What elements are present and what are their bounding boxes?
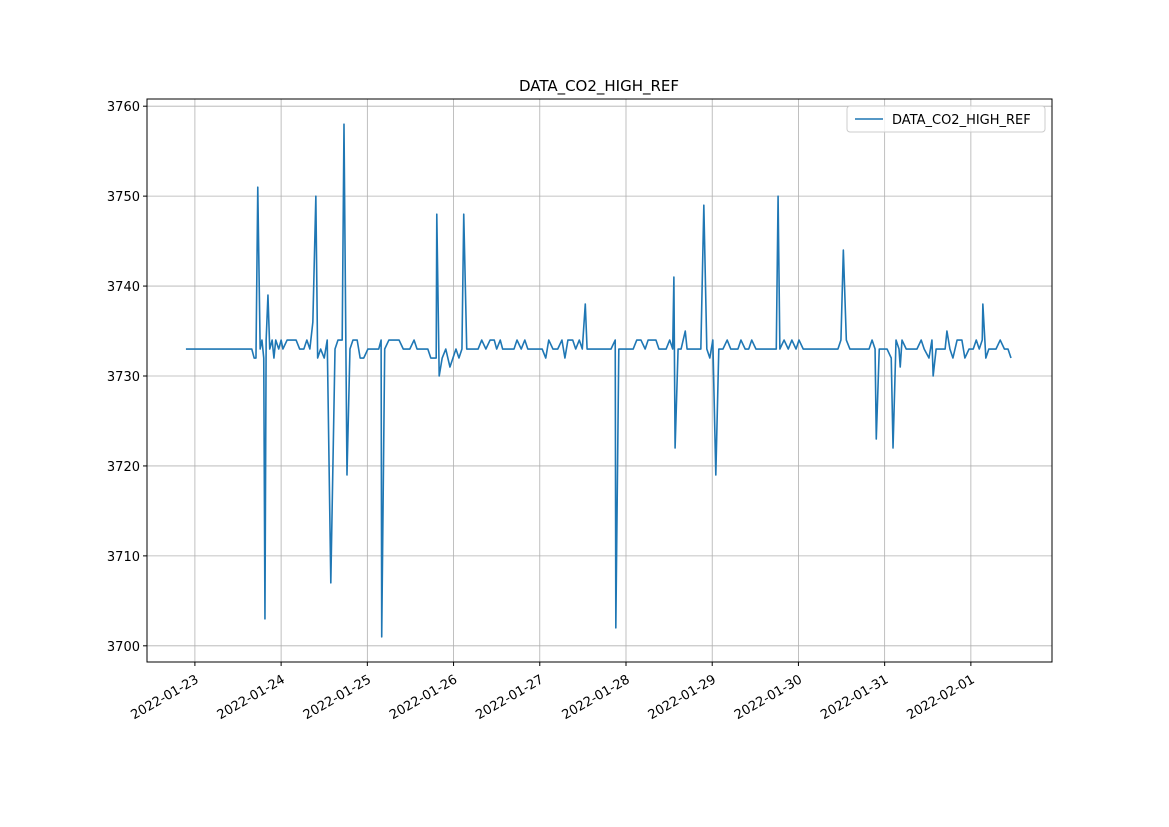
legend: DATA_CO2_HIGH_REF: [846, 105, 1046, 133]
y-tick-label: 3750: [107, 190, 140, 205]
data-line: [185, 123, 1012, 638]
y-tick-label: 3720: [107, 460, 140, 475]
y-tick-label: 3760: [107, 100, 140, 115]
chart-title: DATA_CO2_HIGH_REF: [519, 77, 679, 96]
y-tick-label: 3730: [107, 370, 140, 385]
y-tick-label: 3740: [107, 280, 140, 295]
legend-label: DATA_CO2_HIGH_REF: [892, 113, 1031, 128]
plot-frame: [146, 98, 1053, 663]
y-tick-label: 3710: [107, 550, 140, 565]
y-tick-label: 3700: [107, 640, 140, 655]
legend-box: [846, 105, 1046, 133]
